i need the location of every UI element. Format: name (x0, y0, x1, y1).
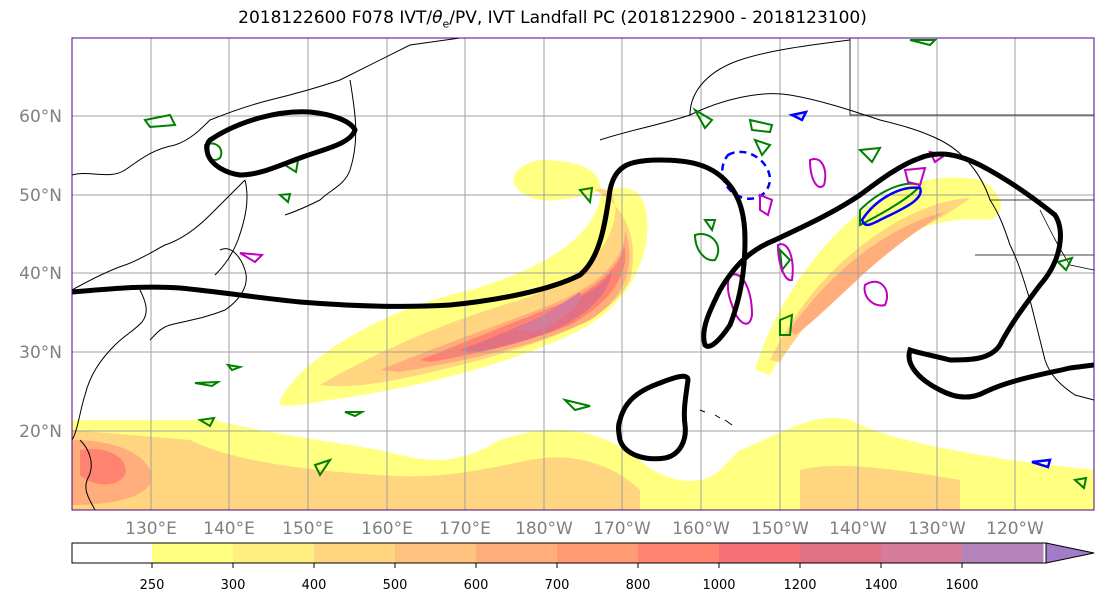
lon-label-140e: 140°E (203, 519, 255, 539)
lon-label-170w: 170°W (593, 519, 651, 539)
lon-label-150w: 150°W (751, 519, 809, 539)
colorbar-label: 1600 (945, 578, 978, 593)
lat-label-30: 30°N (19, 343, 62, 363)
colorbar: 250 300 400 500 600 700 800 1000 1200 14… (71, 542, 1095, 593)
colorbar-segment (719, 543, 801, 563)
colorbar-segment (557, 543, 639, 563)
lon-label-130w: 130°W (908, 519, 966, 539)
title-main: 2018122600 F078 IVT/ (238, 8, 433, 28)
gridlines (72, 38, 1094, 510)
colorbar-label: 600 (464, 578, 489, 593)
colorbar-segment (72, 543, 152, 563)
colorbar-segment (881, 543, 963, 563)
lat-label-50: 50°N (19, 186, 62, 206)
map-frame (71, 37, 1095, 511)
colorbar-label: 1400 (864, 578, 897, 593)
lon-label-160e: 160°E (361, 519, 413, 539)
lon-label-120w: 120°W (986, 519, 1044, 539)
colorbar-label: 800 (626, 578, 651, 593)
title-theta: θ (432, 8, 443, 28)
lat-label-60: 60°N (19, 107, 62, 127)
colorbar-label: 500 (383, 578, 408, 593)
lon-label-160w: 160°W (672, 519, 730, 539)
colorbar-label: 300 (221, 578, 246, 593)
colorbar-extend-arrow (1045, 542, 1095, 564)
colorbar-label: 400 (302, 578, 327, 593)
ivt-shading-tropics (72, 417, 1094, 510)
lat-label-20: 20°N (19, 422, 62, 442)
jet-contour (72, 109, 1094, 462)
colorbar-segment (800, 543, 882, 563)
latitude-labels: 60°N 50°N 40°N 30°N 20°N (19, 107, 62, 442)
lon-label-150e: 150°E (282, 519, 334, 539)
lat-label-40: 40°N (19, 264, 62, 284)
colorbar-label: 1200 (783, 578, 816, 593)
colorbar-segment (233, 543, 315, 563)
ivt-shading (279, 160, 648, 406)
lon-label-170e: 170°E (439, 519, 491, 539)
colorbar-segments (72, 543, 1044, 563)
title-rest: /PV, IVT Landfall PC (2018122900 - 20181… (449, 8, 867, 28)
colorbar-segment (476, 543, 558, 563)
pv-blue-contours (721, 110, 1052, 469)
colorbar-segment (395, 543, 477, 563)
lon-label-180w: 180°W (515, 519, 573, 539)
lon-label-130e: 130°E (125, 519, 177, 539)
colorbar-segment (638, 543, 720, 563)
colorbar-label: 700 (545, 578, 570, 593)
colorbar-segment (314, 543, 396, 563)
colorbar-segment (962, 543, 1044, 563)
borders (849, 38, 1094, 271)
coastlines (72, 38, 1094, 510)
colorbar-label: 250 (140, 578, 165, 593)
colorbar-segment (152, 543, 234, 563)
map-title: 2018122600 F078 IVT/θe/PV, IVT Landfall … (0, 8, 1105, 30)
colorbar-frame (71, 542, 1047, 564)
title-subscript: e (442, 17, 450, 31)
colorbar-ticks (151, 563, 963, 568)
lon-label-140w: 140°W (829, 519, 887, 539)
colorbar-labels: 250 300 400 500 600 700 800 1000 1200 14… (140, 578, 979, 593)
colorbar-label: 1000 (702, 578, 735, 593)
longitude-labels: 130°E 140°E 150°E 160°E 170°E 180°W 170°… (125, 519, 1044, 539)
